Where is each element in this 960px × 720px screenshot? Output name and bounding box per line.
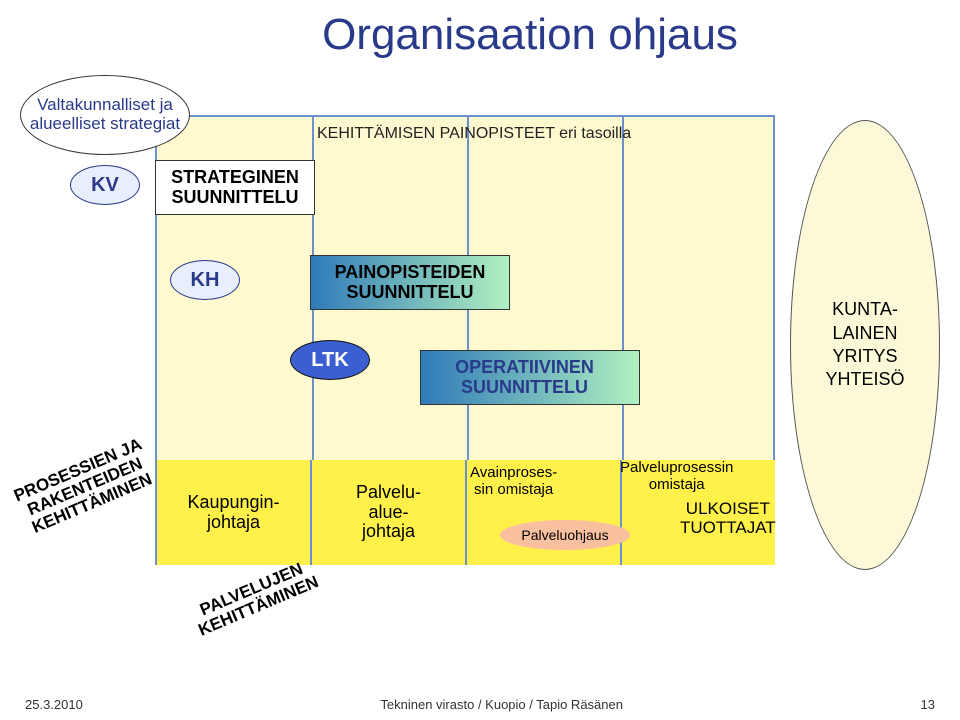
priorities-header: KEHITTÄMISEN PAINOPISTEET eri tasoilla [317,125,631,143]
footer-page: 13 [921,697,935,712]
footer-date: 25.3.2010 [25,697,83,712]
box-painopiste: PAINOPISTEIDEN SUUNNITTELU [310,255,510,310]
kv-ellipse: KV [70,165,140,205]
cell-palvelualuejohtaja: Palvelu-alue-johtaja [310,460,465,565]
label-ulkoiset: ULKOISETTUOTTAJAT [680,500,776,537]
strategy-ellipse: Valtakunnalliset ja alueelliset strategi… [20,75,190,155]
box-strateginen: STRATEGINEN SUUNNITTELU [155,160,315,215]
slide: Organisaation ohjaus KEHITTÄMISEN PAINOP… [0,0,960,720]
footer: 25.3.2010 Tekninen virasto / Kuopio / Ta… [0,697,960,712]
box-operatiivinen: OPERATIIVINEN SUUNNITTELU [420,350,640,405]
ltk-ellipse: LTK [290,340,370,380]
palveluohjaus-ellipse: Palveluohjaus [500,520,630,550]
label-avainprosessin: Avainproses-sin omistaja [470,465,557,498]
label-palveluprosessin: Palveluprosessinomistaja [620,460,733,493]
slide-title: Organisaation ohjaus [120,10,940,60]
kh-ellipse: KH [170,260,240,300]
big-ellipse: KUNTA-LAINENYRITYSYHTEISÖ [790,120,940,570]
footer-center: Tekninen virasto / Kuopio / Tapio Räsäne… [380,697,623,712]
